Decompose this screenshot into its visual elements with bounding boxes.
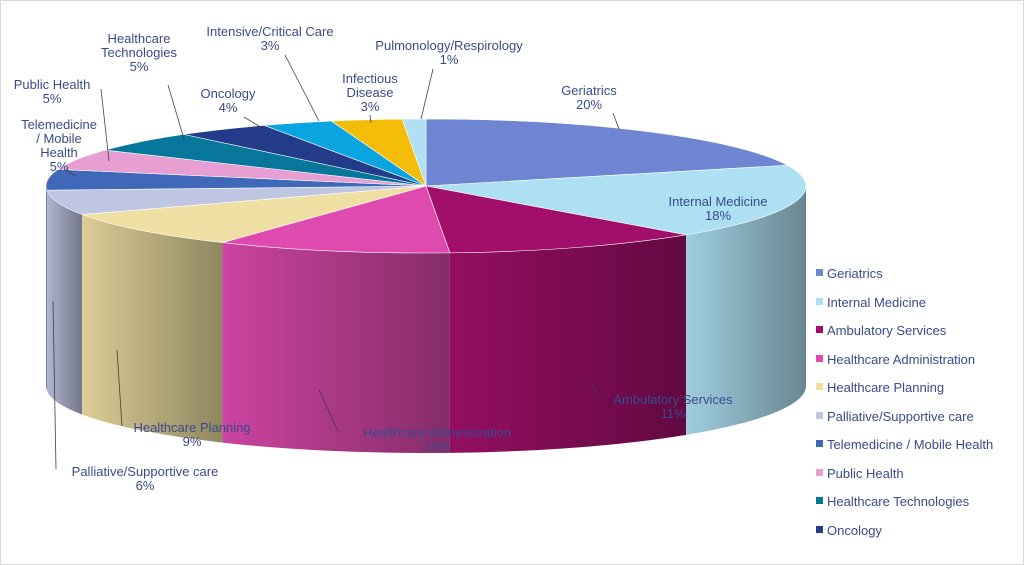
legend-swatch [816, 297, 823, 305]
legend-swatch [816, 411, 823, 419]
slice-label-geriatrics: Geriatrics 20% [561, 83, 617, 112]
slice-percent-intensive-critical-care: 3% [260, 38, 280, 53]
pie-side-walls [46, 186, 806, 453]
leader-line-oncology [243, 116, 268, 132]
leader-line-healthcare-planning [116, 349, 123, 427]
leader-line-healthcare-administration [318, 389, 339, 432]
slice-label-telemedicine-mobile-health: Telemedicine / Mobile Health 5% [21, 117, 97, 174]
legend-item-oncology: Oncology [814, 517, 1019, 546]
slice-percent-healthcare-administration: 10% [423, 439, 451, 454]
slice-label-healthcare-planning: Healthcare Planning 9% [133, 420, 251, 449]
legend: Geriatrics Internal Medicine Ambulatory Se… [814, 260, 1019, 545]
legend-item-healthcare-administration: Healthcare Administration [814, 346, 1019, 375]
legend-swatch [816, 326, 823, 333]
slice-label-public-health: Public Health 5% [13, 77, 91, 106]
leader-line-telemedicine-mobile-health [65, 168, 76, 177]
slice-percent-geriatrics: 20% [575, 97, 603, 112]
legend-item-internal-medicine: Internal Medicine [814, 289, 1019, 318]
slice-percent-healthcare-technologies: 5% [129, 59, 149, 74]
slice-side-palliative-supportive-care [46, 190, 83, 415]
leader-line-intensive-critical-care [284, 54, 320, 122]
legend-label: Oncology [827, 522, 882, 538]
legend-swatch [816, 383, 823, 390]
legend-label: Ambulatory Services [827, 323, 947, 338]
legend-swatch [816, 525, 823, 533]
legend-label: Internal Medicine [827, 294, 926, 310]
slice-geriatrics [425, 118, 789, 187]
leader-line-infectious-disease [369, 114, 372, 124]
slice-percent-palliative-supportive-care: 6% [135, 478, 155, 493]
legend-item-public-health: Public Health [814, 460, 1019, 489]
slice-label-ambulatory-services: Ambulatory Services 11% [613, 392, 733, 421]
slice-pulmonology-respirology [401, 118, 427, 187]
slice-healthcare-administration [222, 185, 451, 254]
legend-swatch [816, 354, 823, 362]
legend-label: Healthcare Planning [827, 380, 945, 395]
slice-healthcare-planning [82, 185, 427, 243]
slice-healthcare-technologies [105, 134, 427, 187]
slice-internal-medicine [425, 164, 807, 236]
leader-line-geriatrics [612, 112, 620, 130]
slice-percent-ambulatory-services: 11% [660, 406, 686, 421]
slice-label-healthcare-administration: Healthcare Administration 10% [362, 425, 512, 454]
legend-item-healthcare-technologies: Healthcare Technologies [814, 488, 1019, 517]
slice-percent-pulmonology-respirology: 1% [439, 52, 459, 67]
legend-item-palliative-supportive-care: Palliative/Supportive care [814, 403, 1019, 432]
legend-label: Healthcare Administration [827, 351, 976, 367]
leader-line-healthcare-technologies [167, 84, 185, 140]
legend-item-geriatrics: Geriatrics [814, 260, 1019, 289]
slice-label-palliative-supportive-care: Palliative/Supportive care 6% [71, 464, 219, 493]
slice-percent-internal-medicine: 18% [704, 208, 732, 223]
pie-top [45, 118, 807, 254]
legend-swatch [816, 269, 823, 276]
slice-side-healthcare-administration [222, 242, 450, 453]
leader-line-ambulatory-services [590, 381, 600, 398]
leader-line-public-health [100, 88, 110, 162]
slice-percent-public-health: 5% [42, 91, 62, 106]
legend-label: Geriatrics [827, 266, 883, 281]
slice-label-infectious-disease: Infectious Disease 3% [342, 71, 398, 114]
slice-public-health [57, 149, 427, 187]
legend-label: Palliative/Supportive care [827, 408, 974, 424]
slice-side-ambulatory-services [449, 234, 687, 453]
slice-label-internal-medicine: Internal Medicine 18% [668, 194, 768, 223]
slice-palliative-supportive-care [46, 185, 427, 215]
legend-item-healthcare-planning: Healthcare Planning [814, 374, 1019, 403]
legend-item-ambulatory-services: Ambulatory Services [814, 317, 1019, 346]
slice-side-telemedicine-mobile-health [46, 186, 47, 391]
slice-ambulatory-services [425, 185, 687, 254]
leader-lines [52, 54, 620, 470]
slice-percent-healthcare-planning: 9% [182, 434, 202, 449]
slice-percent-oncology: 4% [218, 100, 238, 115]
slice-label-intensive-critical-care: Intensive/Critical Care 3% [206, 24, 334, 53]
slice-percent-infectious-disease: 3% [360, 99, 380, 114]
slice-label-oncology: Oncology 4% [200, 86, 256, 115]
leader-line-palliative-supportive-care [52, 300, 57, 470]
slice-percent-telemedicine-mobile-health: 5% [49, 159, 69, 174]
slice-label-pulmonology-respirology: Pulmonology/Respirology 1% [375, 38, 523, 67]
legend-swatch [816, 440, 823, 447]
legend-label: Healthcare Technologies [827, 494, 970, 509]
slice-side-internal-medicine [686, 186, 806, 435]
legend-item-telemedicine-mobile-health: Telemedicine / Mobile Health [814, 431, 1019, 460]
legend-label: Public Health [827, 465, 904, 481]
slice-side-healthcare-planning [82, 214, 223, 443]
legend-label: Telemedicine / Mobile Health [827, 437, 994, 452]
legend-swatch [816, 468, 823, 476]
slice-label-healthcare-technologies: Healthcare Technologies 5% [101, 31, 177, 74]
leader-line-pulmonology-respirology [420, 68, 434, 120]
legend-swatch [816, 497, 823, 504]
